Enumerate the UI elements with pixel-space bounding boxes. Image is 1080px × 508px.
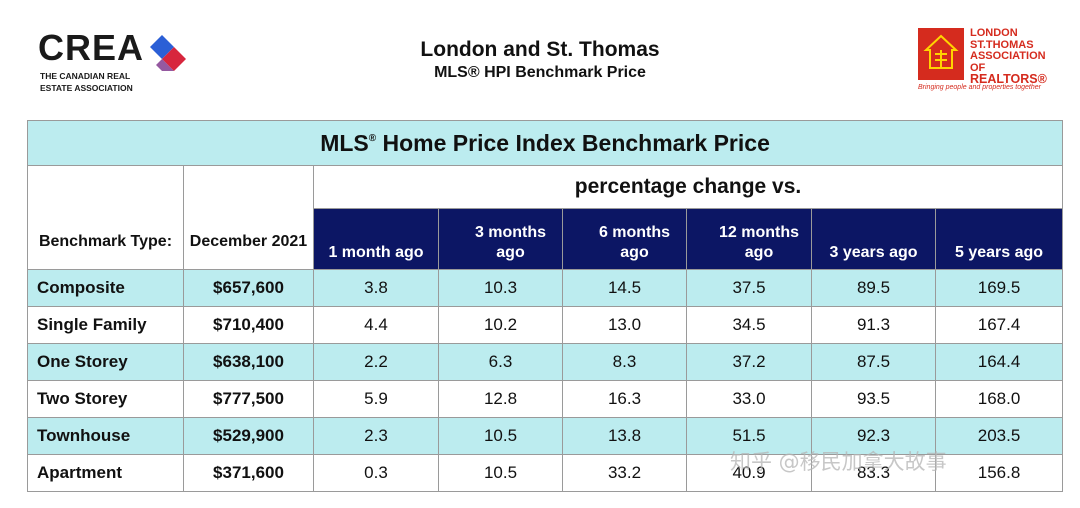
page-title: London and St. Thomas <box>420 38 660 61</box>
pct-change-cell: 10.3 <box>438 269 563 307</box>
pct-change-cell: 169.5 <box>934 269 1064 307</box>
pct-change-cell: 51.5 <box>686 417 812 455</box>
benchmark-type-cell: Single Family <box>27 306 184 344</box>
table-title: MLS® Home Price Index Benchmark Price <box>26 120 1064 166</box>
pct-change-cell: 168.0 <box>934 380 1064 418</box>
pct-change-cell: 89.5 <box>811 269 936 307</box>
col-header-change: 12 months ago <box>686 208 812 270</box>
change-header-row: 1 month ago 3 months ago 6 months ago 12 mo… <box>28 208 1064 270</box>
price-cell: $371,600 <box>183 454 314 492</box>
price-cell: $710,400 <box>183 306 314 344</box>
benchmark-type-cell: Composite <box>27 269 184 307</box>
pct-change-cell: 33.0 <box>686 380 812 418</box>
pct-change-cell: 13.0 <box>562 306 687 344</box>
crea-logo-word: CREA <box>38 27 145 68</box>
pct-change-cell: 12.8 <box>438 380 563 418</box>
pct-change-cell: 83.3 <box>811 454 936 492</box>
pct-change-cell: 16.3 <box>562 380 687 418</box>
pct-change-cell: 10.5 <box>438 417 563 455</box>
table-body: Composite $657,600 3.8 10.3 14.5 37.5 89.5 169.… <box>27 269 1064 492</box>
pct-change-cell: 4.4 <box>313 306 439 344</box>
price-cell: $657,600 <box>183 269 314 307</box>
col-header-price: December 2021 <box>183 165 314 270</box>
benchmark-type-cell: Townhouse <box>27 417 184 455</box>
table-row: Composite $657,600 3.8 10.3 14.5 37.5 89.5 169.… <box>27 269 1064 307</box>
lsta-line4: REALTORS® <box>970 72 1047 86</box>
pct-change-cell: 40.9 <box>686 454 812 492</box>
table-title-mls: MLS <box>320 129 369 156</box>
price-cell: $638,100 <box>183 343 314 381</box>
pct-change-cell: 167.4 <box>934 306 1064 344</box>
col-header-change: 3 months ago <box>438 208 563 270</box>
table-row: Single Family $710,400 4.4 10.2 13.0 34.5 91.3… <box>27 306 1064 344</box>
col-header-change: 1 month ago <box>313 208 439 270</box>
house-icon <box>918 28 964 80</box>
pct-change-cell: 92.3 <box>811 417 936 455</box>
page-subtitle: MLS® HPI Benchmark Price <box>434 64 646 81</box>
benchmark-type-cell: Two Storey <box>27 380 184 418</box>
pct-change-cell: 5.9 <box>313 380 439 418</box>
pct-change-cell: 13.8 <box>562 417 687 455</box>
pct-change-cell: 164.4 <box>934 343 1064 381</box>
pct-change-header: percentage change vs. <box>312 165 1064 209</box>
table-title-rest: Home Price Index Benchmark Price <box>376 129 770 156</box>
lsta-logo: LONDON ST.THOMAS ASSOCIATION OF REALTORS… <box>918 27 1052 94</box>
pct-change-cell: 93.5 <box>811 380 936 418</box>
benchmark-type-cell: Apartment <box>27 454 184 492</box>
table-row: Two Storey $777,500 5.9 12.8 16.3 33.0 93.5 168… <box>27 380 1064 418</box>
pct-change-cell: 203.5 <box>934 417 1064 455</box>
crea-logo-subtitle: THE CANADIAN REAL ESTATE ASSOCIATION <box>40 71 133 93</box>
col-header-change: 3 years ago <box>811 208 936 270</box>
lsta-line1: LONDON <box>970 27 1018 39</box>
lsta-line2: ST.THOMAS <box>970 38 1034 51</box>
pct-change-cell: 33.2 <box>562 454 687 492</box>
pct-change-cell: 2.3 <box>313 417 439 455</box>
pct-change-cell: 87.5 <box>811 343 936 381</box>
pct-change-cell: 37.2 <box>686 343 812 381</box>
pct-change-cell: 14.5 <box>562 269 687 307</box>
col-header-change: 6 months ago <box>562 208 687 270</box>
benchmark-price-table: MLS® Home Price Index Benchmark Price Be… <box>26 120 1064 492</box>
lsta-logo-text: LONDON ST.THOMAS ASSOCIATION OF REALTORS… <box>970 27 1052 86</box>
zhihu-watermark: 知乎 @移民加拿大故事 <box>730 450 947 474</box>
benchmark-type-cell: One Storey <box>27 343 184 381</box>
lsta-line3: ASSOCIATION OF <box>970 50 1046 74</box>
page-title-block: London and St. Thomas MLS® HPI Benchmark… <box>340 38 740 84</box>
col-header-type: Benchmark Type: <box>27 165 184 270</box>
price-cell: $777,500 <box>183 380 314 418</box>
crea-logo: CREA THE CANADIAN REAL ESTATE ASSOCIATIO… <box>38 30 198 94</box>
pct-change-cell: 34.5 <box>686 306 812 344</box>
pct-change-cell: 10.2 <box>438 306 563 344</box>
page-header: CREA THE CANADIAN REAL ESTATE ASSOCIATIO… <box>0 0 1080 110</box>
table-row: Townhouse $529,900 2.3 10.5 13.8 51.5 92.3 203.… <box>27 417 1064 455</box>
pct-change-cell: 0.3 <box>313 454 439 492</box>
table-row: One Storey $638,100 2.2 6.3 8.3 37.2 87.5 164.4 <box>27 343 1064 381</box>
crea-diamond-icon <box>150 35 186 71</box>
pct-change-cell: 10.5 <box>438 454 563 492</box>
pct-change-cell: 6.3 <box>438 343 563 381</box>
table-row: Apartment $371,600 0.3 10.5 33.2 40.9 83.3 156.… <box>27 454 1064 492</box>
pct-change-cell: 91.3 <box>811 306 936 344</box>
table-title-reg: ® <box>368 132 377 144</box>
pct-change-cell: 156.8 <box>934 454 1064 492</box>
price-cell: $529,900 <box>183 417 314 455</box>
pct-change-cell: 37.5 <box>686 269 812 307</box>
pct-change-cell: 8.3 <box>562 343 687 381</box>
pct-change-cell: 2.2 <box>313 343 439 381</box>
lsta-tagline: Bringing people and properties together <box>918 84 1041 91</box>
col-header-change: 5 years ago <box>934 208 1064 270</box>
pct-change-cell: 3.8 <box>313 269 439 307</box>
